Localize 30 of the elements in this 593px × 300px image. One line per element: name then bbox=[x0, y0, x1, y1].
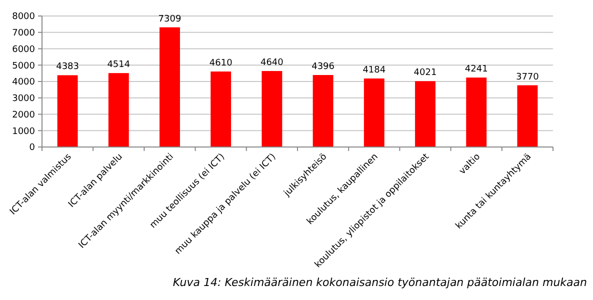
y-tick-label: 4000 bbox=[12, 78, 36, 88]
y-tick-label: 3000 bbox=[12, 94, 36, 104]
data-label: 4514 bbox=[107, 60, 130, 70]
y-tick-label: 7000 bbox=[12, 28, 36, 39]
y-tick-label: 8000 bbox=[12, 12, 36, 22]
data-label: 4640 bbox=[260, 58, 284, 68]
bar bbox=[210, 72, 232, 147]
data-label: 7309 bbox=[158, 14, 182, 24]
data-label: 4241 bbox=[464, 64, 488, 75]
data-label: 4021 bbox=[414, 68, 437, 78]
bar bbox=[415, 81, 436, 147]
data-label: 4184 bbox=[362, 65, 386, 76]
bar bbox=[517, 85, 538, 147]
bar bbox=[57, 75, 78, 147]
data-label: 3770 bbox=[516, 72, 540, 82]
text: Kuva 14: Keskimääräinen kokonaisansio työnantajan päätoimialan mukaan bbox=[172, 276, 588, 289]
y-tick-label: 2000 bbox=[12, 110, 36, 120]
data-label: 4396 bbox=[312, 62, 335, 72]
bar bbox=[312, 75, 334, 147]
bar bbox=[262, 71, 282, 147]
data-label: 4383 bbox=[56, 62, 80, 72]
bar bbox=[364, 78, 384, 147]
bar bbox=[160, 27, 180, 147]
y-tick-label: 6000 bbox=[12, 44, 36, 55]
y-tick-label: 5000 bbox=[12, 61, 36, 72]
bar bbox=[466, 78, 487, 147]
data-label: 4610 bbox=[209, 58, 233, 69]
y-tick-label: 0 bbox=[29, 143, 36, 154]
y-tick-label: 1000 bbox=[12, 126, 36, 137]
bar bbox=[108, 73, 129, 147]
